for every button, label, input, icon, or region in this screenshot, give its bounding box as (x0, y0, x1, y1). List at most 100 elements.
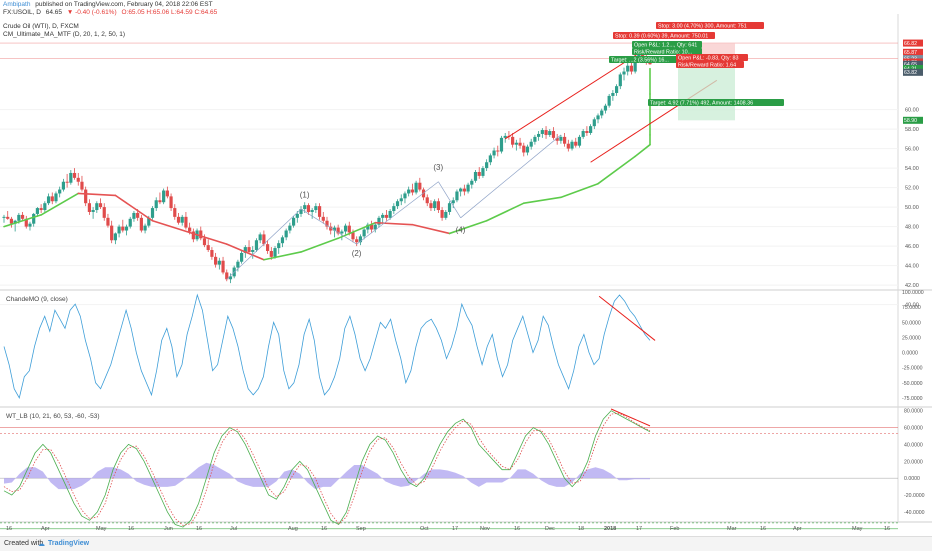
candle-body (540, 130, 544, 134)
candle-body (388, 211, 392, 218)
tradingview-brand[interactable]: TradingView (48, 540, 90, 547)
y-tick-label: 56.00 (905, 147, 919, 153)
y-tick-label: 60.00 (905, 108, 919, 114)
x-tick-label: May (96, 526, 107, 532)
wave-line (356, 181, 439, 245)
candle-body (17, 214, 21, 221)
candle-body (325, 220, 329, 227)
price-badge-bg (903, 116, 923, 124)
ma-line-segment (300, 237, 339, 253)
candle-body (511, 136, 515, 145)
cmo-tick-label: 100.0000 (902, 290, 924, 296)
wave-label: (4) (456, 225, 466, 234)
y-tick-label: 48.00 (905, 225, 919, 231)
cmo-tick-label: -75.0000 (902, 396, 923, 402)
candle-body (585, 131, 589, 133)
risk-reward-long-label: Risk/Reward Ratio: 10... (634, 49, 692, 55)
x-tick-label: 16 (884, 526, 890, 532)
chart-header-line2: FX:USOIL, D 64.65 ▼ -0.40 (-0.61%) O:65.… (3, 9, 220, 17)
candle-body (214, 256, 218, 265)
candle-body (351, 232, 355, 240)
short-target-zone (678, 58, 735, 121)
candle-body (614, 86, 619, 93)
candle-body (626, 65, 630, 72)
wt-tick-label: 20.0000 (904, 459, 923, 465)
wt-tick-label: 0.0000 (904, 476, 920, 482)
candle-body (284, 230, 288, 238)
candle-body (184, 216, 188, 228)
y-tick-label: 50.00 (905, 205, 919, 211)
candle-body (392, 206, 396, 212)
candle-body (291, 217, 296, 226)
candle-body (358, 236, 363, 243)
candle-body (332, 227, 337, 231)
candle-body (273, 248, 277, 257)
candle-body (496, 150, 500, 152)
candle-body (395, 201, 400, 207)
candle-body (355, 239, 359, 243)
candle-body (473, 171, 478, 181)
ma-line-segment (634, 143, 651, 158)
wave-label: (3) (433, 163, 443, 172)
candle-body (611, 92, 615, 96)
candle-body (451, 200, 455, 204)
candle-body (265, 244, 270, 251)
x-tick-label: Sep (356, 526, 366, 532)
candle-body (54, 193, 58, 202)
candle-body (95, 203, 99, 211)
ma-indicator-title: CM_Ultimate_MA_MTF (D, 20, 1, 2, 50, 1) (3, 31, 126, 38)
candle-body (113, 233, 117, 241)
candle-body (533, 136, 537, 142)
candle-body (72, 172, 77, 178)
candle-body (80, 181, 84, 190)
candle-body (84, 189, 88, 204)
candle-body (418, 182, 422, 190)
candle-body (106, 217, 110, 226)
x-tick-label: 17 (452, 526, 458, 532)
candle-body (544, 130, 548, 135)
ma-line-segment (337, 221, 377, 240)
candle-body (600, 110, 604, 116)
candle-body (373, 224, 377, 230)
ma-line-segment (411, 223, 451, 235)
candle-body (191, 231, 195, 240)
candle-body (91, 210, 95, 212)
stop-short-label: Stop: 3.00 (4.70%) 300, Amount: 751 (658, 23, 747, 29)
x-tick-label: 16 (321, 526, 327, 532)
candle-body (46, 196, 51, 204)
candle-body (603, 105, 608, 111)
ma-line-segment (263, 251, 302, 261)
candle-body (210, 250, 214, 257)
chart-canvas: 60.00 58.00 56.00 54.00 52.00 50.00 48.00 46.00… (0, 14, 932, 532)
open-pl-long-label-bg (632, 41, 702, 48)
symbol-label: FX:USOIL, D (3, 9, 41, 16)
price-badge: 65.87 (904, 50, 917, 56)
target-short-label: Target: 4.92 (7.71%) 492, Amount: 1408.3… (650, 100, 753, 106)
candle-body (633, 59, 637, 72)
candle-body (592, 119, 596, 127)
candle-body (136, 212, 140, 218)
candle-body (206, 245, 210, 251)
instrument-title: Crude Oil (WTI), D, FXCM (3, 23, 79, 30)
x-tick-label: 18 (578, 526, 584, 532)
open-pl-long-label: Open P&L: 1.2..., Qty: 641 (634, 42, 697, 48)
price-badge-bg (903, 48, 923, 56)
candle-body (39, 208, 43, 211)
channel-upper-line (504, 40, 658, 140)
cmo-divergence-line (598, 295, 656, 341)
price-badge: 66.82 (904, 41, 917, 47)
candle-body (477, 171, 481, 176)
x-tick-label: 16 (128, 526, 134, 532)
candle-body (132, 212, 136, 219)
candle-body (180, 216, 184, 223)
ma-line-segment (522, 196, 562, 205)
candle-body (384, 214, 389, 218)
candle-body (503, 135, 507, 138)
risk-reward-short-label: Risk/Reward Ratio: 1.64 (678, 62, 736, 68)
x-tick-label: May (852, 526, 863, 532)
y-tick-label: 40.00 (905, 303, 919, 309)
risk-reward-long-label-bg (632, 48, 702, 55)
candle-body (622, 71, 626, 75)
x-tick-label: 16 (514, 526, 520, 532)
author-name[interactable]: Ambipath (3, 1, 31, 8)
